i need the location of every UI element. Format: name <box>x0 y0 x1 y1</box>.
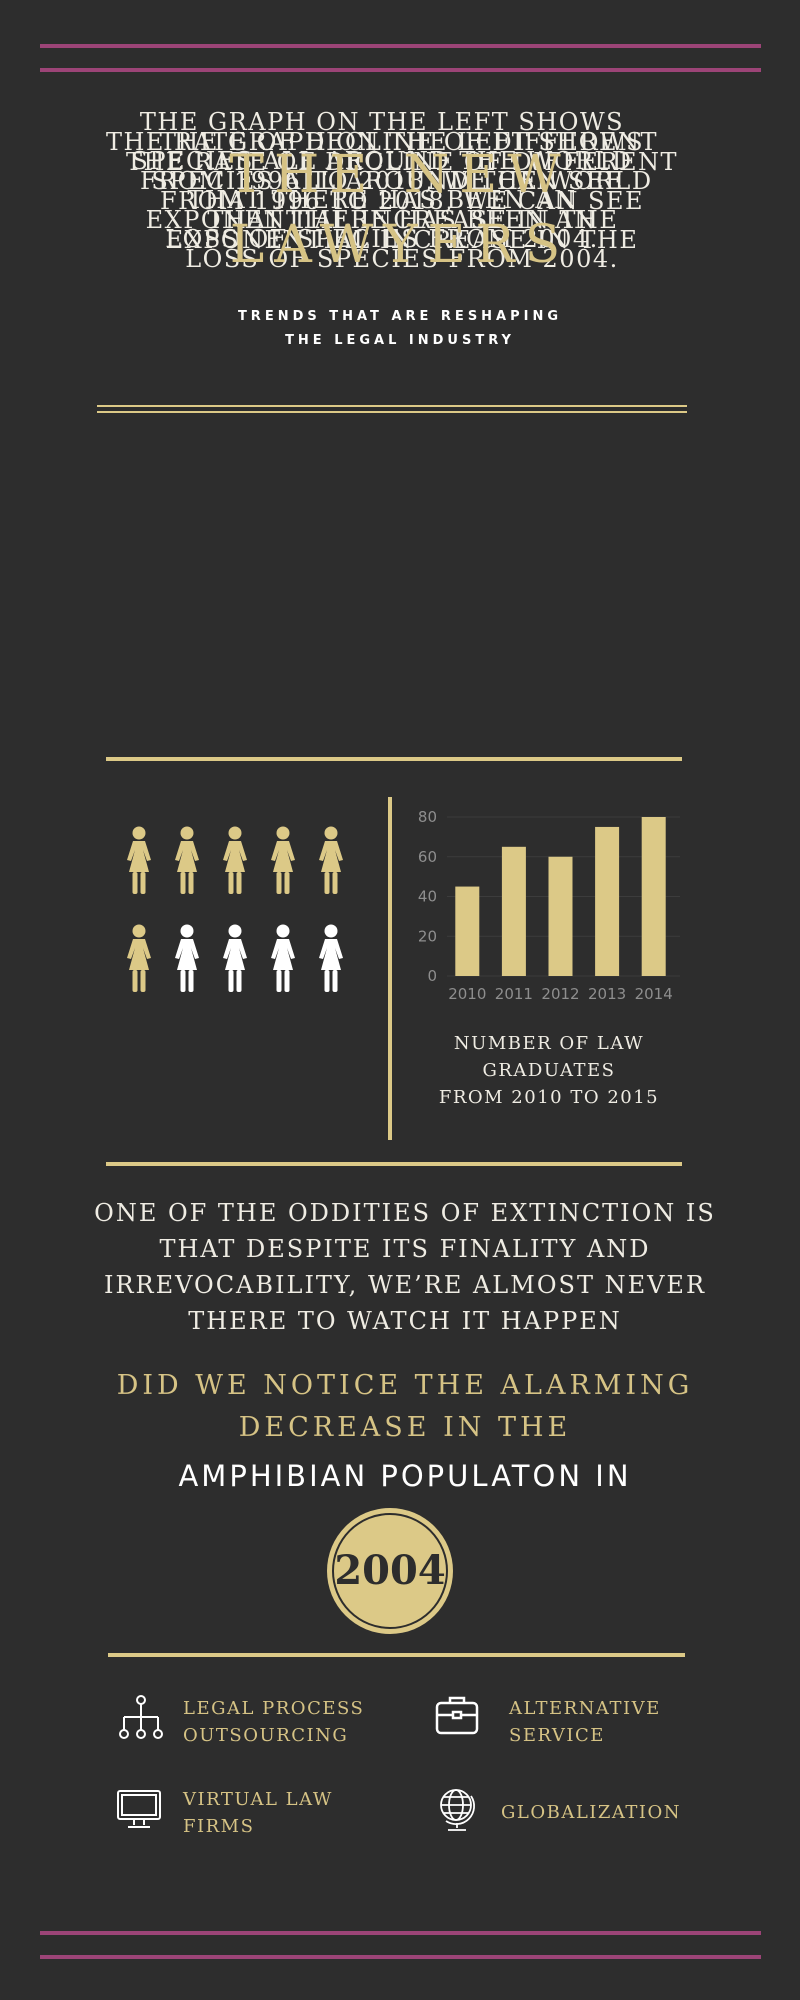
woman-icon <box>223 826 247 894</box>
extinction-quote: One of the oddities of extinction is tha… <box>94 1199 716 1335</box>
stats-bottom-divider <box>106 1162 682 1166</box>
page-subtitle: TRENDS THAT ARE RESHAPING THE LEGAL INDU… <box>237 309 563 348</box>
service-label-virtual-law: Virtual law firms <box>183 1789 333 1837</box>
header-underline-1 <box>97 405 687 407</box>
chart-x-tick-label: 2014 <box>635 985 673 1003</box>
stats-top-divider <box>106 757 682 761</box>
chart-y-tick-label: 60 <box>418 848 437 866</box>
woman-icon <box>175 826 199 894</box>
chart-y-tick-label: 0 <box>427 967 437 985</box>
chart-bar-2011 <box>501 846 526 976</box>
bottom-divider-line-2 <box>40 1955 761 1959</box>
stats-vertical-divider <box>388 797 392 1140</box>
woman-icon <box>175 924 199 992</box>
woman-icon <box>127 924 151 992</box>
chart-x-tick-label: 2013 <box>588 985 626 1003</box>
chart-y-tick-label: 80 <box>418 808 437 826</box>
year-badge-text: 2004 <box>334 1547 446 1594</box>
chart-y-tick-label: 20 <box>418 927 437 945</box>
chart-caption: Number of law graduates from 2010 to 201… <box>438 1033 660 1108</box>
bottom-divider-line-1 <box>40 1931 761 1935</box>
chart-bar-2014 <box>641 817 666 976</box>
woman-icon <box>223 924 247 992</box>
header-overlap-text-2: The graph on the left shows the rate of … <box>125 128 679 273</box>
chart-x-tick-label: 2010 <box>448 985 486 1003</box>
network-icon <box>119 1695 163 1739</box>
woman-icon <box>271 826 295 894</box>
monitor-icon <box>117 1790 161 1828</box>
chart-x-tick-label: 2011 <box>495 985 533 1003</box>
services-top-divider <box>108 1653 685 1657</box>
header-overlap-text-1: The graph on the left shows the rate of … <box>105 108 659 253</box>
woman-icon <box>319 826 343 894</box>
chart-x-tick-label: 2012 <box>541 985 579 1003</box>
page-title: THE NEW LAWYERS <box>229 145 571 275</box>
service-label-alternative: Alternative service <box>509 1698 661 1746</box>
year-badge: 2004 <box>327 1508 453 1634</box>
globe-icon <box>440 1789 475 1831</box>
chart-bar-2012 <box>548 856 573 976</box>
woman-icon <box>271 924 295 992</box>
chart-bar-2013 <box>595 826 620 976</box>
service-label-legal-process: Legal process outsourcing <box>183 1698 365 1746</box>
year-badge-ring <box>332 1513 448 1629</box>
woman-icon <box>127 826 151 894</box>
top-divider-line-2 <box>40 68 761 72</box>
law-graduates-bar-chart: 0 20 40 60 80 2010 2011 2012 2013 2014 <box>418 808 680 1003</box>
amphibian-population-heading: Amphibian populaton in <box>178 1459 632 1493</box>
alarming-decrease-question: Did we notice the alarming decrease in t… <box>116 1370 694 1443</box>
chart-y-tick-label: 40 <box>418 888 437 906</box>
chart-bar-2010 <box>455 886 480 976</box>
briefcase-icon <box>435 1696 479 1735</box>
service-label-globalization: Globalization <box>501 1802 682 1823</box>
header-underline-2 <box>97 411 687 413</box>
woman-icon <box>319 924 343 992</box>
top-divider-line-1 <box>40 44 761 48</box>
